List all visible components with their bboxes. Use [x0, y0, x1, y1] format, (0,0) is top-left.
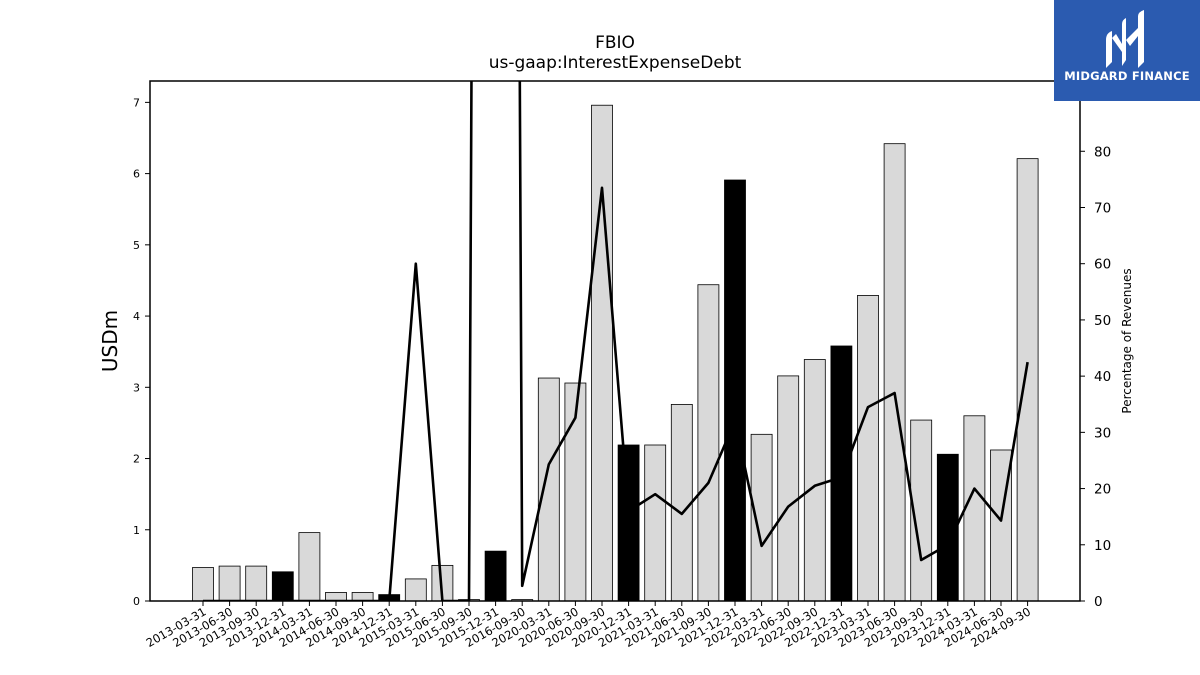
y2-tick-label: 20: [1094, 482, 1111, 498]
y-tick-label: 4: [133, 310, 140, 323]
chart-title: FBIO: [595, 33, 635, 53]
y-tick-label: 2: [133, 453, 140, 466]
bar: [857, 295, 879, 602]
bar: [644, 444, 667, 602]
y-tick-label: 0: [133, 595, 140, 608]
y2-tick-label: 80: [1094, 144, 1111, 160]
bar: [803, 359, 826, 602]
bar: [883, 143, 906, 602]
midgard-logo-icon: [1106, 10, 1144, 68]
y2-tick-label: 60: [1094, 257, 1111, 273]
bar: [404, 578, 427, 602]
y-tick-label: 3: [133, 381, 140, 394]
bar: [724, 179, 746, 602]
bar: [271, 571, 294, 602]
chart-subtitle: us-gaap:InterestExpenseDebt: [489, 53, 742, 73]
bar: [830, 345, 853, 602]
bar: [697, 284, 720, 602]
logo-text: MIDGARD FINANCE: [1064, 69, 1190, 83]
logo: MIDGARD FINANCE: [1054, 0, 1200, 101]
y-tick-label: 6: [133, 168, 140, 181]
bar: [537, 377, 560, 602]
plot-frame: [149, 80, 1081, 602]
bar: [617, 444, 640, 602]
bar: [298, 532, 321, 602]
y2-tick-label: 50: [1094, 313, 1111, 329]
bar: [670, 403, 693, 602]
y2-tick-label: 70: [1094, 200, 1111, 216]
line-series: [203, 81, 1029, 601]
bar: [192, 567, 214, 602]
left-axis: 0 1 2 3 4 5 6 7: [133, 96, 150, 608]
y2-axis-label: Percentage of Revenues: [1120, 268, 1134, 413]
bar: [963, 415, 986, 602]
y2-tick-label: 30: [1094, 425, 1111, 441]
x-axis: 2013-03-312013-06-302013-09-302013-12-31…: [144, 601, 1033, 650]
bar: [245, 565, 268, 602]
bar: [591, 104, 613, 602]
bar: [1016, 158, 1039, 602]
bar: [218, 565, 241, 602]
bar: [777, 375, 800, 602]
y-tick-label: 1: [133, 524, 140, 537]
y2-tick-label: 40: [1094, 369, 1111, 385]
bar: [750, 433, 773, 602]
y2-tick-label: 0: [1094, 594, 1103, 610]
y-tick-label: 7: [133, 96, 140, 109]
y-tick-label: 5: [133, 239, 140, 252]
right-axis: 0 10 20 30 40 50 60 70 80: [1080, 144, 1111, 610]
y2-tick-label: 10: [1094, 538, 1111, 554]
bar: [484, 550, 507, 602]
series-line: [203, 81, 1029, 601]
y-axis-label: USDm: [98, 310, 122, 372]
